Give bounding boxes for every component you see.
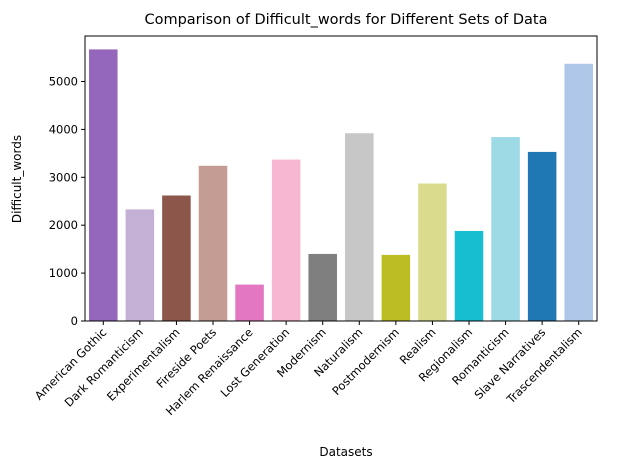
y-tick-label: 0: [71, 314, 78, 328]
y-tick-label: 2000: [49, 218, 78, 232]
y-tick-label: 1000: [49, 266, 78, 280]
y-axis-label: Difficult_words: [10, 135, 24, 223]
bar-6: [308, 253, 337, 321]
x-tick-label: Postmodernism: [329, 325, 402, 398]
bar-4: [235, 284, 264, 321]
bar-7: [345, 133, 374, 321]
x-axis-label: Datasets: [319, 445, 372, 459]
bar-11: [491, 137, 520, 321]
chart-title: Comparison of Difficult_words for Differ…: [144, 12, 547, 28]
bar-5: [271, 159, 301, 321]
bar-3: [198, 165, 228, 321]
bar-9: [418, 183, 447, 321]
bar-12: [527, 151, 557, 321]
bar-13: [564, 63, 593, 321]
y-axis-ticks: 0 1000 2000 3000 4000 5000: [49, 75, 85, 328]
y-tick-label: 4000: [49, 122, 78, 136]
bars-group: [89, 49, 593, 321]
y-tick-label: 5000: [49, 75, 78, 89]
bar-8: [381, 254, 411, 321]
bar-1: [125, 209, 155, 321]
bar-2: [162, 195, 191, 321]
plot-frame: [84, 35, 598, 322]
y-tick-label: 3000: [49, 170, 78, 184]
bar-10: [454, 230, 484, 321]
bar-0: [89, 49, 118, 321]
